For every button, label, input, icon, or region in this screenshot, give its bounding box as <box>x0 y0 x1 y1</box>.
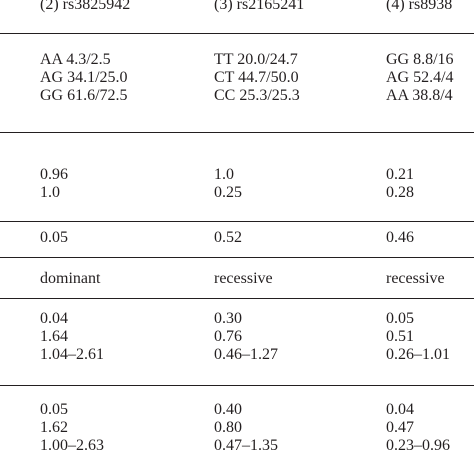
stats-line: 0.04 <box>386 401 414 418</box>
stats-line: 0.46–1.27 <box>214 346 278 363</box>
stats-line: 0.04 <box>40 310 68 327</box>
pvalue-cell-col3: 0.46 <box>386 229 414 246</box>
model-cell-col2: recessive <box>214 270 273 287</box>
genotype-cell-col1: AA 4.3/2.5 AG 34.1/25.0 GG 61.6/72.5 <box>40 51 128 105</box>
genotype-line: GG 8.8/16 <box>386 51 454 68</box>
genotype-line: AG 34.1/25.0 <box>40 69 128 86</box>
stats-line: 0.47 <box>386 419 414 436</box>
stats-line: 0.05 <box>386 310 414 327</box>
hwe-line: 0.21 <box>386 166 414 183</box>
stats1-cell-col1: 0.04 1.64 1.04–2.61 <box>40 310 104 364</box>
row-rule <box>0 221 474 222</box>
stats2-cell-col1: 0.05 1.62 1.00–2.63 <box>40 401 104 455</box>
model-cell-col3: recessive <box>386 270 445 287</box>
genotype-line: AA 4.3/2.5 <box>40 51 111 68</box>
genotype-cell-col3: GG 8.8/16 AG 52.4/4 AA 38.8/4 <box>386 51 454 105</box>
stats2-cell-col2: 0.40 0.80 0.47–1.35 <box>214 401 278 455</box>
column-header-rs3825942: (2) rs3825942 <box>40 0 131 13</box>
row-rule <box>0 132 474 133</box>
stats-line: 1.62 <box>40 419 68 436</box>
row-rule <box>0 257 474 258</box>
row-rule <box>0 298 474 299</box>
column-header-rs2165241: (3) rs2165241 <box>214 0 305 13</box>
stats1-cell-col3: 0.05 0.51 0.26–1.01 <box>386 310 450 364</box>
header-rule <box>0 33 474 34</box>
hwe-line: 0.28 <box>386 184 414 201</box>
model-cell-col1: dominant <box>40 270 101 287</box>
hwe-line: 1.0 <box>214 166 234 183</box>
row-rule <box>0 385 474 386</box>
stats-line: 0.80 <box>214 419 242 436</box>
stats-line: 0.05 <box>40 401 68 418</box>
genotype-line: CC 25.3/25.3 <box>214 87 300 104</box>
stats-line: 0.26–1.01 <box>386 346 450 363</box>
stats2-cell-col3: 0.04 0.47 0.23–0.96 <box>386 401 450 455</box>
stats-line: 0.51 <box>386 328 414 345</box>
genotype-line: CT 44.7/50.0 <box>214 69 299 86</box>
stats-line: 1.04–2.61 <box>40 346 104 363</box>
genotype-line: GG 61.6/72.5 <box>40 87 128 104</box>
column-header-rs8938: (4) rs8938 <box>386 0 453 13</box>
genotype-line: TT 20.0/24.7 <box>214 51 298 68</box>
genotype-cell-col2: TT 20.0/24.7 CT 44.7/50.0 CC 25.3/25.3 <box>214 51 300 105</box>
stats-line: 0.23–0.96 <box>386 437 450 454</box>
hwe-cell-col1: 0.96 1.0 <box>40 166 68 202</box>
stats-line: 1.00–2.63 <box>40 437 104 454</box>
hwe-line: 0.25 <box>214 184 242 201</box>
pvalue-cell-col2: 0.52 <box>214 229 242 246</box>
stats-line: 0.30 <box>214 310 242 327</box>
hwe-cell-col3: 0.21 0.28 <box>386 166 414 202</box>
stats-line: 0.40 <box>214 401 242 418</box>
hwe-line: 0.96 <box>40 166 68 183</box>
pvalue-cell-col1: 0.05 <box>40 229 68 246</box>
hwe-cell-col2: 1.0 0.25 <box>214 166 242 202</box>
hwe-line: 1.0 <box>40 184 60 201</box>
stats-line: 0.47–1.35 <box>214 437 278 454</box>
genotype-line: AG 52.4/4 <box>386 69 454 86</box>
stats1-cell-col2: 0.30 0.76 0.46–1.27 <box>214 310 278 364</box>
stats-line: 0.76 <box>214 328 242 345</box>
genotype-line: AA 38.8/4 <box>386 87 453 104</box>
stats-line: 1.64 <box>40 328 68 345</box>
